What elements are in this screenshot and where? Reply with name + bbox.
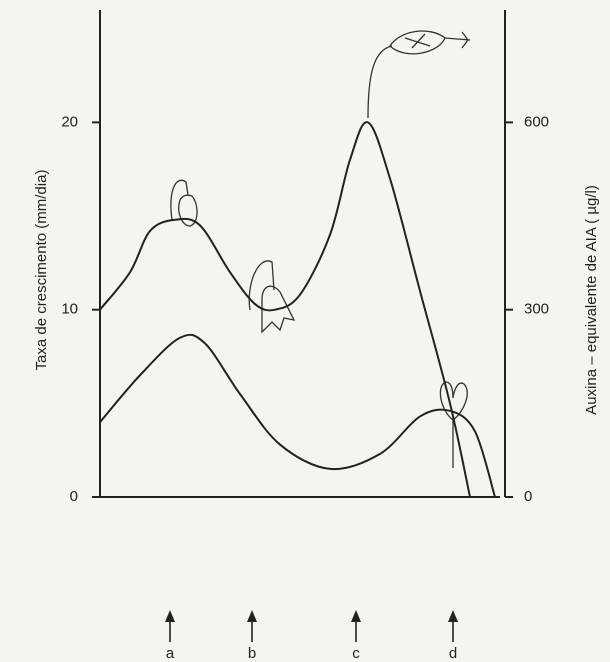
line-series <box>99 121 471 498</box>
y2-axis-label: Auxina – equivalente de AIA ( µg/l) <box>583 185 600 415</box>
marker-label: a <box>166 645 175 662</box>
marker-label: c <box>352 645 360 662</box>
marker-arrowhead <box>165 610 175 622</box>
marker-arrowhead <box>448 610 458 622</box>
marker-label: d <box>449 645 457 662</box>
marker-label: b <box>248 645 256 662</box>
y-tick-label: 10 <box>61 301 78 318</box>
y2-tick-label: 600 <box>524 113 549 130</box>
line-series <box>99 333 496 498</box>
y2-tick-label: 0 <box>524 488 532 505</box>
flower-sketch <box>367 30 471 119</box>
y-tick-label: 0 <box>70 488 78 505</box>
marker-arrowhead <box>351 610 361 622</box>
flower-sketch <box>248 260 296 334</box>
y-axis-label: Taxa de crescimento (mm/dia) <box>33 170 50 371</box>
flower-sketch <box>170 179 198 227</box>
marker-arrowhead <box>247 610 257 622</box>
flower-sketch <box>439 381 468 468</box>
y-tick-label: 20 <box>61 113 78 130</box>
y2-tick-label: 300 <box>524 301 549 318</box>
